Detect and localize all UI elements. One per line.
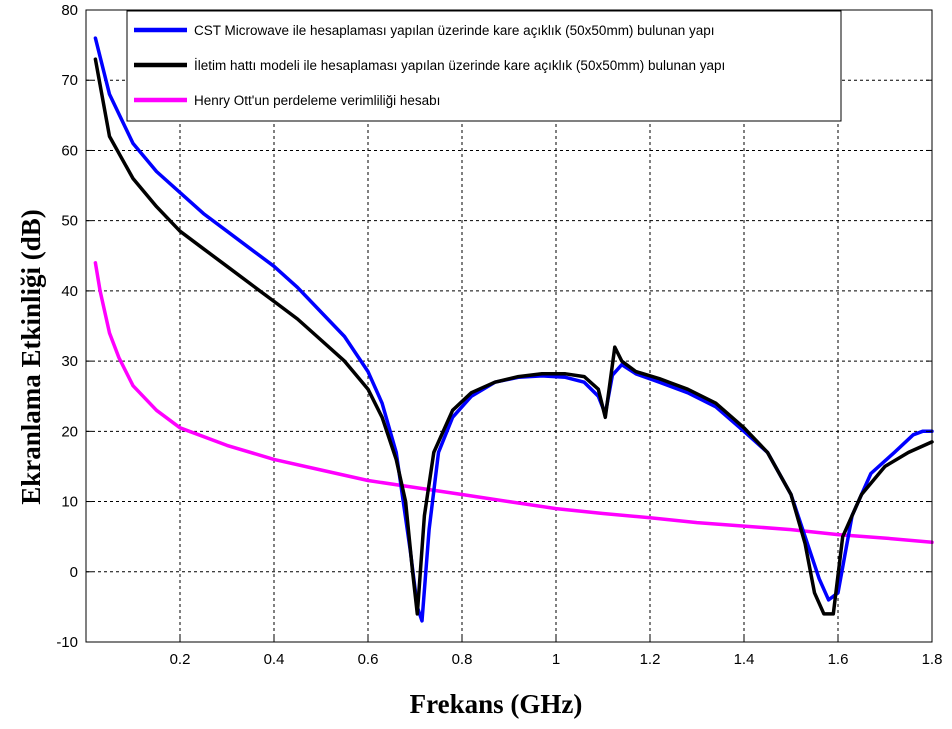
x-tick-label: 1 [552, 651, 560, 668]
x-tick-label: 1.4 [734, 651, 755, 668]
y-tick-label: 0 [70, 564, 78, 581]
x-tick-label: 1.2 [640, 651, 661, 668]
x-tick-label: 0.2 [170, 651, 191, 668]
series-layer [93, 36, 934, 623]
y-axis-title: Ekranlama Etkinliği (dB) [16, 209, 46, 505]
x-tick-label: 0.6 [358, 651, 379, 668]
series-line-1 [93, 36, 934, 623]
legend-label-2: İletim hattı modeli ile hesaplaması yapı… [194, 58, 725, 73]
series-line-2 [93, 57, 934, 616]
y-tick-label: 40 [61, 283, 78, 300]
plot-area-frame [85, 9, 933, 643]
legend-label-1: CST Microwave ile hesaplaması yapılan üz… [194, 23, 715, 38]
x-tick-label: 1.6 [828, 651, 849, 668]
legend-items: CST Microwave ile hesaplaması yapılan üz… [134, 23, 725, 108]
x-tick-label: 0.8 [452, 651, 473, 668]
axis-tick-labels: 0.2 0.4 0.6 0.8 1 1.2 1.4 1.6 1.8 -10 0 10 20 30 40 50 6… [56, 2, 942, 668]
y-tick-label: 60 [61, 142, 78, 159]
y-tick-label: 80 [61, 2, 78, 19]
legend-box [126, 10, 842, 122]
series-line-3 [93, 261, 934, 545]
y-tick-label: -10 [56, 634, 78, 651]
y-tick-label: 70 [61, 72, 78, 89]
x-tick-label: 1.8 [922, 651, 943, 668]
x-tick-label: 0.4 [264, 651, 285, 668]
y-tick-label: 30 [61, 353, 78, 370]
x-axis-title: Frekans (GHz) [410, 689, 583, 719]
legend-label-3: Henry Ott'un perdeleme verimliliği hesab… [194, 93, 440, 108]
y-tick-label: 20 [61, 423, 78, 440]
y-tick-label: 10 [61, 494, 78, 511]
y-tick-label: 50 [61, 213, 78, 230]
legend: CST Microwave ile hesaplaması yapılan üz… [126, 10, 842, 122]
grid-lines [86, 10, 932, 642]
